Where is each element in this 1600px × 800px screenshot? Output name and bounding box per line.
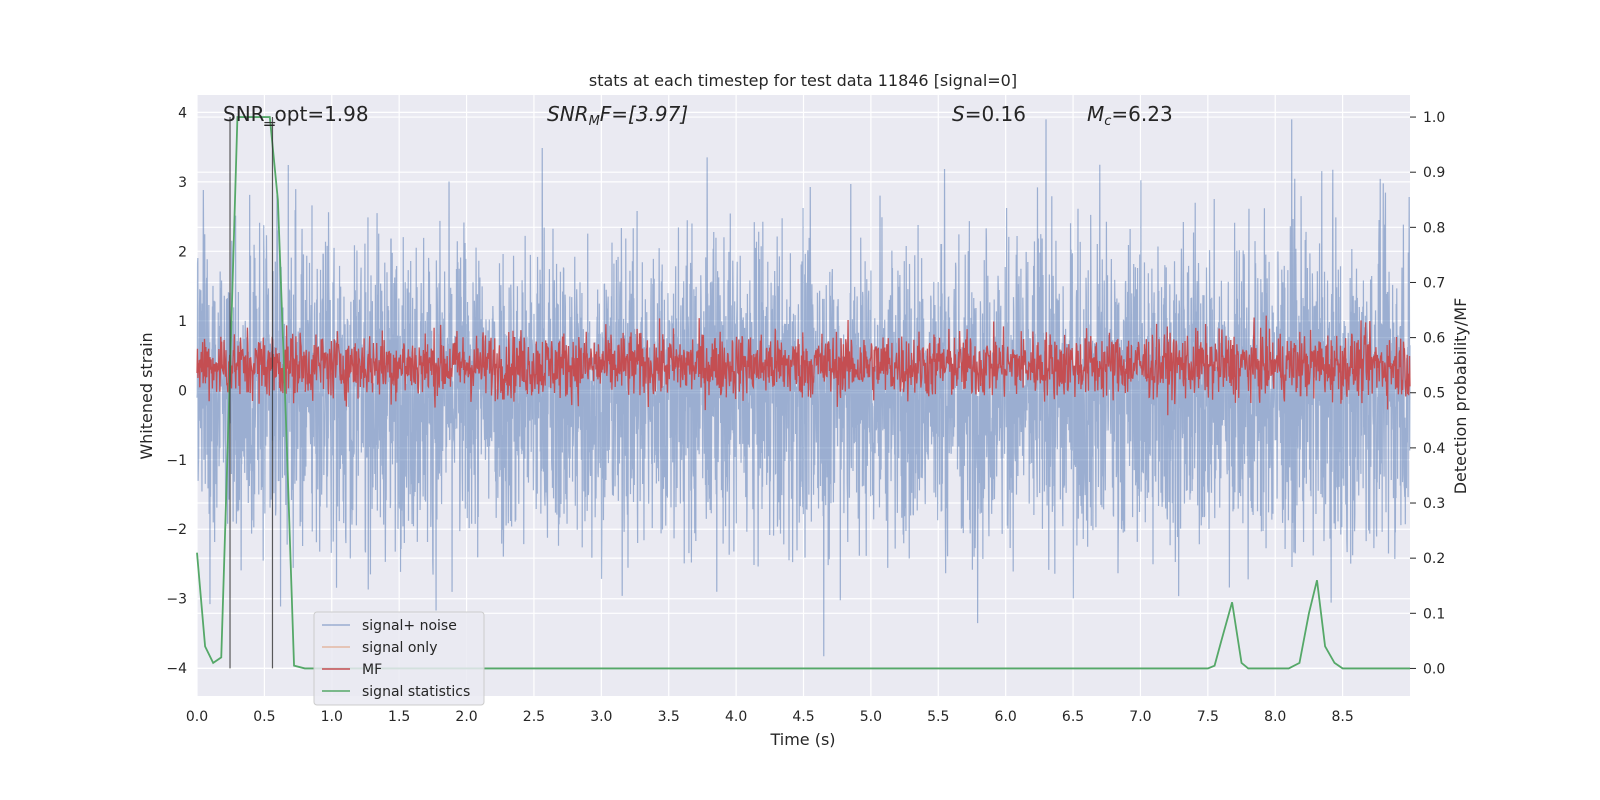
signal-noise-series — [196, 119, 1411, 657]
x-tick-label: 7.5 — [1197, 709, 1219, 725]
y2-axis-label: Detection probability/MF — [1451, 298, 1470, 495]
x-tick-label: 5.0 — [860, 709, 882, 725]
x-axis-ticks: 0.0 0.5 1.0 1.5 2.0 2.5 3.0 3.5 4.0 4.5 5.0 5.5 6.0 6… — [186, 709, 1354, 725]
y-tick-label: −2 — [166, 522, 187, 538]
legend-label-signal-only: signal only — [362, 640, 437, 656]
x-tick-label: 3.5 — [658, 709, 680, 725]
legend-label-mf: MF — [362, 662, 382, 678]
chart-title: stats at each timestep for test data 118… — [589, 71, 1017, 90]
x-tick-label: 0.5 — [253, 709, 275, 725]
signal-statistics-series — [196, 116, 1410, 670]
annotation-snr-mf: SNRMF=[3.97] — [547, 102, 688, 129]
x-tick-label: 8.5 — [1331, 709, 1353, 725]
mf-series — [196, 315, 1411, 416]
x-tick-label: 0.0 — [186, 709, 208, 725]
y-tick-label: −4 — [166, 661, 187, 677]
y-tick-label: 0 — [178, 383, 187, 399]
y-tick-label: −3 — [166, 592, 187, 608]
mf-line — [196, 315, 1411, 416]
y2-tick-label: 0.4 — [1423, 441, 1445, 457]
y2-tick-label: 0.5 — [1423, 386, 1445, 402]
y2-tick-label: 0.0 — [1423, 661, 1445, 677]
legend-box — [313, 611, 485, 706]
y-axis-label: Whitened strain — [137, 332, 156, 459]
y-tick-label: 2 — [178, 244, 187, 260]
annotation-s: S=0.16 — [952, 102, 1026, 126]
x-tick-label: 8.0 — [1264, 709, 1286, 725]
y2-tick-label: 1.0 — [1423, 110, 1445, 126]
legend-label-signal-noise: signal+ noise — [362, 618, 457, 634]
x-tick-label: 6.5 — [1062, 709, 1084, 725]
x-tick-label: 1.0 — [321, 709, 343, 725]
x-tick-label: 3.0 — [590, 709, 612, 725]
legend-label-signal-statistics: signal statistics — [362, 684, 470, 700]
signal-noise-line — [196, 119, 1411, 657]
y2-tick-label: 0.7 — [1423, 275, 1445, 291]
y2-tick-label: 0.8 — [1423, 220, 1445, 236]
legend: signal+ noise signal only MF signal stat… — [313, 611, 485, 706]
y2-tick-label: 0.6 — [1423, 331, 1445, 347]
y-tick-label: −1 — [166, 453, 187, 469]
y-tick-label: 3 — [178, 175, 187, 191]
vertical-markers — [229, 117, 276, 669]
x-tick-label: 6.0 — [995, 709, 1017, 725]
signal-statistics-line — [196, 116, 1410, 670]
x-tick-label: 2.5 — [523, 709, 545, 725]
y2-tick-label: 0.2 — [1423, 551, 1445, 567]
y2-axis-ticks: 0.0 0.1 0.2 0.3 0.4 0.5 0.6 0.7 0.8 0.9 1.0 — [1410, 110, 1445, 677]
x-tick-label: 4.0 — [725, 709, 747, 725]
annotation-snr-opt: SNR_opt=1.98 — [223, 102, 369, 126]
x-tick-label: 1.5 — [388, 709, 410, 725]
x-axis-label: Time (s) — [769, 730, 835, 749]
y2-tick-label: 0.3 — [1423, 496, 1445, 512]
y2-tick-label: 0.9 — [1423, 165, 1445, 181]
x-tick-label: 2.0 — [455, 709, 477, 725]
x-tick-label: 5.5 — [927, 709, 949, 725]
x-tick-label: 4.5 — [792, 709, 814, 725]
x-tick-label: 7.0 — [1129, 709, 1151, 725]
y2-tick-label: 0.1 — [1423, 606, 1445, 622]
y-tick-label: 4 — [178, 105, 187, 121]
y-axis-ticks: −4 −3 −2 −1 0 1 2 3 4 — [166, 105, 187, 677]
y-tick-label: 1 — [178, 314, 187, 330]
annotation-mc: Mc=6.23 — [1087, 102, 1173, 129]
